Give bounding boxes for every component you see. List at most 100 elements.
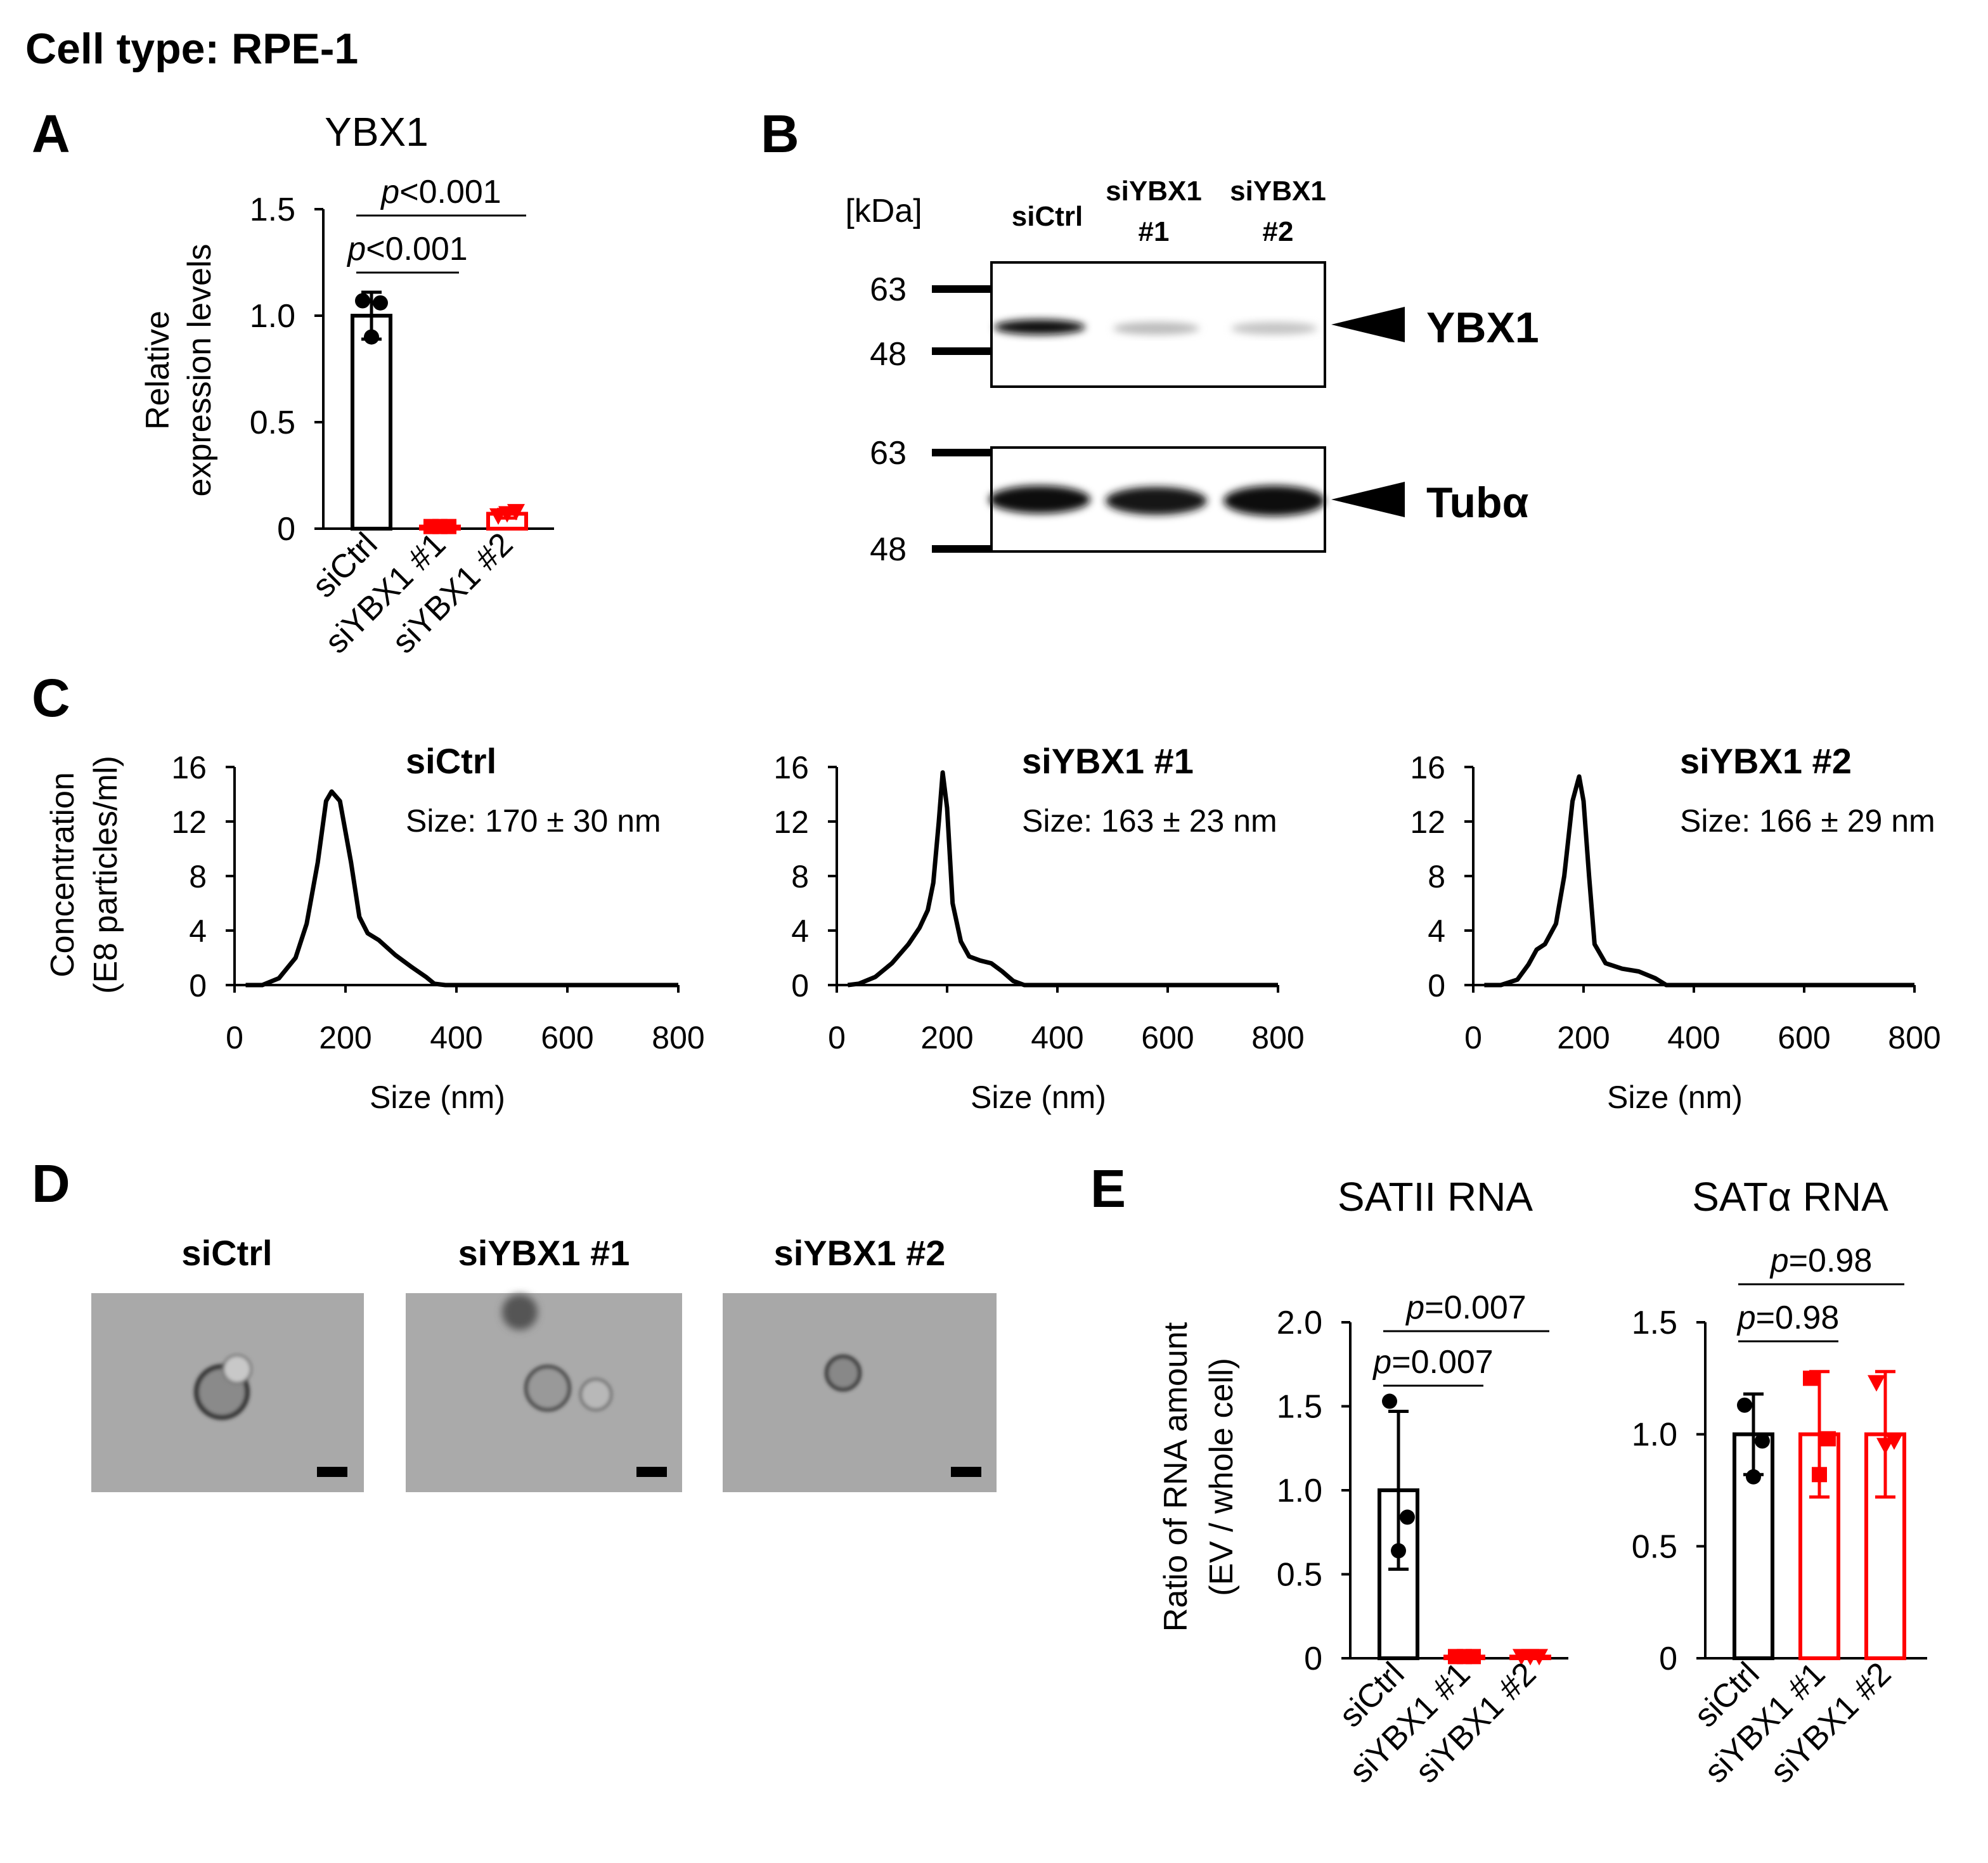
y-tick-label: 12	[171, 804, 207, 840]
y-tick-label: 1.0	[250, 298, 295, 335]
y-tick-label: 1.0	[1632, 1417, 1677, 1454]
x-tick-label: 200	[920, 1020, 973, 1055]
x-tick-label: 600	[1141, 1020, 1194, 1055]
y-axis-label: Ratio of RNA amount	[1158, 1322, 1194, 1632]
y-axis-label: Concentration	[44, 772, 81, 977]
chart-title: YBX1	[325, 109, 429, 155]
size-distribution-line	[847, 770, 1278, 988]
y-tick-label: 1.0	[1277, 1473, 1322, 1509]
marker-label: 63	[870, 435, 907, 472]
vesicle	[524, 1365, 571, 1412]
x-tick-label: 800	[1251, 1020, 1304, 1055]
y-tick-label: 0	[791, 968, 809, 1003]
data-point	[364, 329, 379, 345]
marker-label: 48	[870, 531, 907, 568]
y-tick-label: 0	[1428, 968, 1445, 1003]
comparison-label: p<0.001	[380, 174, 501, 210]
target-label: Tubα	[1426, 479, 1529, 527]
lane-label: siYBX1	[1230, 176, 1326, 207]
data-point	[1755, 1433, 1770, 1449]
y-tick-label: 1.5	[1277, 1389, 1322, 1426]
data-point	[1868, 1375, 1885, 1392]
chart-title: siYBX1 #2	[1680, 741, 1852, 781]
panel-label: A	[32, 104, 70, 164]
data-point	[1521, 1649, 1539, 1666]
x-tick-label: 0	[828, 1020, 846, 1055]
lane-label: #1	[1139, 216, 1170, 247]
micrographs: siCtrl siYBX1 #1 siYBX1 #2	[91, 1233, 997, 1492]
y-tick-label: 16	[773, 750, 809, 785]
y-tick-label: 4	[189, 913, 207, 949]
panel-label: C	[32, 668, 70, 728]
band	[1106, 487, 1207, 515]
p-symbol: p	[1405, 1289, 1424, 1326]
chart-subtitle: Size: 163 ± 23 nm	[1022, 803, 1277, 839]
data-point	[432, 519, 448, 534]
band	[1231, 322, 1317, 335]
error-bar	[1388, 1409, 1409, 1571]
x-tick-label: 800	[1888, 1020, 1940, 1055]
x-tick-label: 600	[1778, 1020, 1830, 1055]
vesicle	[825, 1355, 862, 1391]
chart-title: SATα RNA	[1692, 1174, 1888, 1220]
chart-subtitle: Size: 170 ± 30 nm	[406, 803, 661, 839]
y-tick-label: 8	[791, 859, 809, 894]
data-point	[1803, 1370, 1818, 1386]
data-point	[498, 506, 516, 523]
size-distribution-line	[1484, 774, 1914, 988]
chart-title: siYBX1 #1	[1022, 741, 1194, 781]
x-axis-label: Size (nm)	[1607, 1080, 1743, 1115]
bar	[351, 314, 392, 531]
y-axis-label: expression levels	[181, 244, 218, 497]
data-point	[1382, 1393, 1397, 1409]
data-point	[1400, 1509, 1415, 1525]
x-tick-label: 800	[652, 1020, 704, 1055]
x-tick-label: 600	[541, 1020, 593, 1055]
y-tick-label: 16	[1410, 750, 1445, 785]
x-tick-label: 400	[1031, 1020, 1083, 1055]
x-axis-label: Size (nm)	[971, 1080, 1106, 1115]
x-tick-label: 0	[1464, 1020, 1482, 1055]
data-point	[373, 295, 388, 311]
y-axis-label: (EV / whole cell)	[1203, 1358, 1240, 1596]
scale-bar	[636, 1467, 667, 1477]
panel-label: D	[32, 1154, 70, 1213]
p-value: =0.007	[1391, 1344, 1494, 1381]
micrograph-label: siYBX1 #2	[774, 1233, 946, 1273]
comparison-label: p=0.98	[1736, 1299, 1840, 1336]
x-tick-label: 200	[319, 1020, 371, 1055]
comparison-label: p<0.001	[346, 231, 467, 268]
y-tick-label: 0.5	[250, 404, 295, 441]
panel-label: E	[1090, 1159, 1126, 1218]
western-blot: [kDa] siCtrl siYBX1 #1 siYBX1 #2 63 48 6…	[845, 176, 1539, 568]
y-tick-label: 4	[1428, 913, 1445, 949]
y-tick-label: 16	[171, 750, 207, 785]
marker-line	[932, 285, 991, 293]
y-tick-label: 0	[189, 968, 207, 1003]
p-value: =0.98	[1756, 1299, 1840, 1336]
y-tick-label: 0.5	[1632, 1528, 1677, 1565]
arrowhead	[1331, 482, 1405, 517]
y-tick-label: 0.5	[1277, 1557, 1322, 1594]
x-tick-label: 0	[226, 1020, 243, 1055]
band	[989, 486, 1090, 513]
band	[1113, 322, 1199, 335]
data-point	[355, 293, 370, 309]
y-tick-label: 8	[189, 859, 207, 894]
data-point	[1737, 1397, 1752, 1413]
marker-label: 48	[870, 336, 907, 373]
micrograph-label: siCtrl	[181, 1233, 272, 1273]
y-tick-label: 2.0	[1277, 1305, 1322, 1341]
data-point	[1457, 1649, 1472, 1665]
p-symbol: p	[380, 174, 399, 210]
y-axis-label: Relative	[139, 311, 176, 430]
lane-label: siYBX1	[1106, 176, 1202, 207]
data-point	[1821, 1431, 1836, 1447]
blot-unit: [kDa]	[845, 193, 922, 229]
x-axis-label: Size (nm)	[370, 1080, 505, 1115]
y-tick-label: 0	[277, 511, 295, 548]
figure-title: Cell type: RPE-1	[25, 25, 358, 73]
data-point	[1746, 1469, 1761, 1485]
scale-bar	[317, 1467, 347, 1477]
